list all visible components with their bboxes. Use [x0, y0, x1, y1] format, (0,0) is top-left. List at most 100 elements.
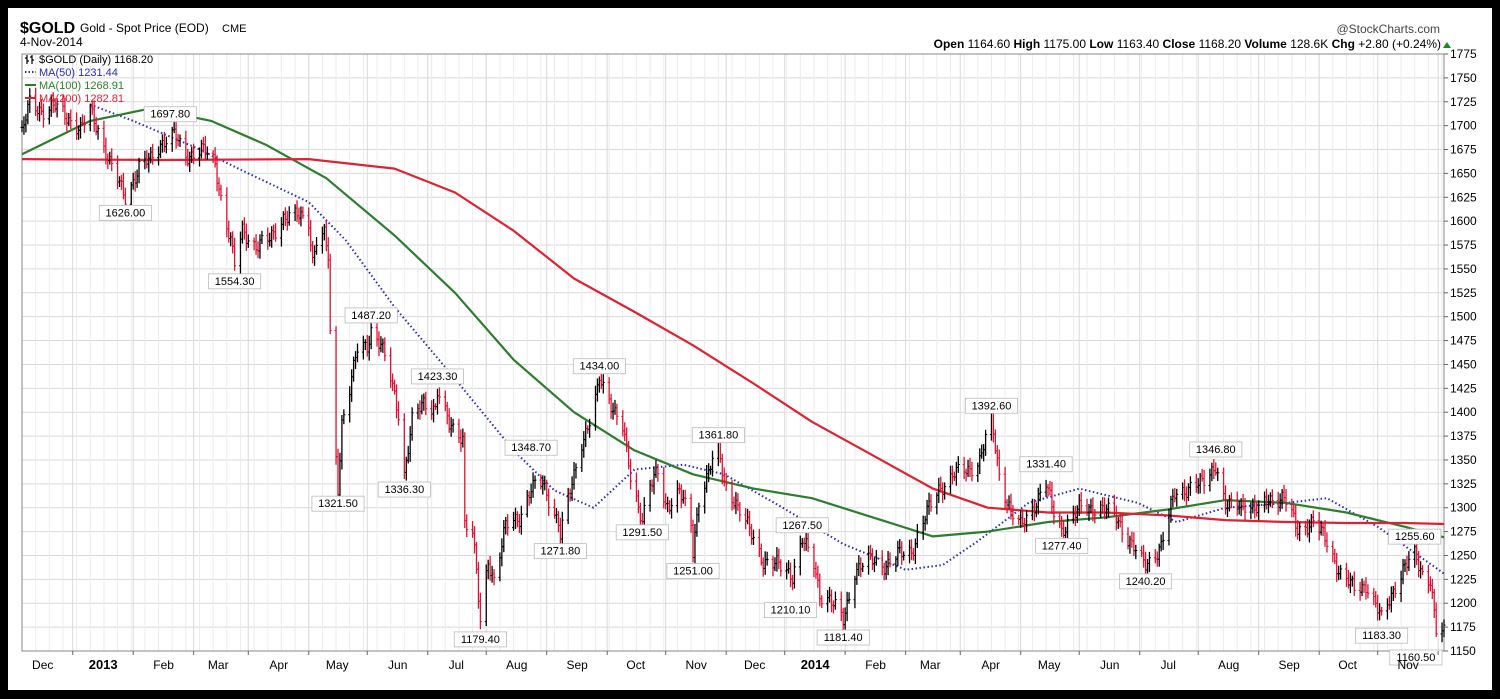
- high-value: 1175.00: [1044, 37, 1087, 51]
- x-tick-label: 2014: [801, 657, 831, 672]
- annotation-box: [453, 631, 507, 648]
- x-tick-label: May: [1038, 658, 1061, 672]
- annotation-box: [98, 204, 152, 221]
- x-tick-label: Jun: [388, 658, 407, 672]
- y-tick-label: 1575: [1450, 238, 1477, 252]
- y-tick-label: 1775: [1450, 47, 1477, 61]
- annotation-label: 1331.40: [1026, 459, 1066, 471]
- y-tick-label: 1600: [1450, 214, 1477, 228]
- annotation-label: 1267.50: [782, 520, 822, 532]
- annotation-box: [816, 629, 870, 646]
- annotation-label: 1240.20: [1126, 576, 1166, 588]
- annotation-box: [764, 602, 818, 618]
- annotation-box: [1388, 528, 1442, 545]
- annotations: 1697.80 1626.00 1554.30 1487.20 1321.50 1423.…: [98, 106, 1443, 666]
- annotation-label: 1271.80: [540, 546, 580, 558]
- x-tick-label: Feb: [865, 658, 886, 672]
- y-tick-label: 1450: [1450, 357, 1477, 371]
- exchange-label: CME: [222, 23, 246, 35]
- annotation-box: [775, 517, 829, 534]
- x-tick-label: 2013: [89, 657, 118, 672]
- ma-line-ma100: [21, 107, 1445, 539]
- annotation-box: [1389, 649, 1443, 666]
- annotation-box: [1355, 627, 1409, 644]
- annotation-box: [533, 543, 587, 560]
- x-tick-label: Nov: [1397, 658, 1418, 672]
- x-tick-label: Jul: [449, 658, 464, 672]
- annotation-label: 1210.10: [771, 605, 811, 617]
- annotation-label: 1255.60: [1395, 531, 1435, 543]
- date-label: 4-Nov-2014: [20, 35, 83, 49]
- x-tick-label: Sep: [1278, 658, 1300, 672]
- annotation-box: [1189, 441, 1243, 458]
- y-tick-label: 1175: [1450, 620, 1476, 634]
- annotation-box: [1035, 537, 1089, 554]
- annotation-box: [410, 368, 464, 385]
- annotation-label: 1321.50: [318, 498, 358, 510]
- y-tick-label: 1250: [1450, 548, 1477, 562]
- chg-value: +2.80 (+0.24%): [1358, 37, 1441, 51]
- annotation-label: 1291.50: [622, 527, 662, 539]
- description-label: Gold - Spot Price (EOD): [80, 21, 209, 35]
- annotation-label: 1554.30: [215, 276, 255, 288]
- close-label: Close: [1163, 37, 1196, 51]
- annotation-box: [615, 524, 669, 541]
- y-tick-label: 1350: [1450, 453, 1477, 467]
- y-tick-label: 1200: [1450, 596, 1477, 610]
- y-tick-label: 1300: [1450, 501, 1477, 515]
- annotation-label: 1277.40: [1042, 540, 1082, 552]
- x-tick-label: Jul: [1161, 658, 1176, 672]
- y-tick-label: 1500: [1450, 310, 1477, 324]
- annotation-box: [344, 307, 398, 324]
- annotation-label: 1361.80: [698, 430, 738, 442]
- y-tick-label: 1400: [1450, 405, 1477, 419]
- annotation-box: [964, 397, 1018, 414]
- y-tick-label: 1150: [1450, 644, 1476, 658]
- copyright-label: @StockCharts.com: [1336, 22, 1440, 36]
- y-tick-label: 1550: [1450, 262, 1477, 276]
- plot-area: [21, 53, 1445, 652]
- ma-line-ma200: [21, 158, 1445, 526]
- annotation-box: [504, 439, 558, 456]
- legend-entry: $GOLD (Daily) 1168.20: [39, 54, 153, 66]
- annotation-box: [572, 358, 626, 375]
- y-tick-label: 1750: [1450, 71, 1477, 85]
- annotation-label: 1487.20: [351, 310, 391, 322]
- legend-entry: MA(200) 1282.81: [39, 93, 124, 105]
- annotation-box: [377, 481, 431, 498]
- high-label: High: [1013, 37, 1040, 51]
- moving-averages: [21, 103, 1445, 575]
- low-label: Low: [1089, 37, 1114, 51]
- annotation-box: [691, 427, 745, 444]
- x-tick-label: Sep: [567, 658, 589, 672]
- close-value: 1168.20: [1199, 37, 1242, 51]
- chart-frame: $GOLD Gold - Spot Price (EOD) CME 4-Nov-…: [8, 8, 1492, 690]
- x-tick-label: Apr: [981, 658, 1000, 672]
- y-tick-label: 1700: [1450, 119, 1477, 133]
- x-tick-label: Aug: [1218, 658, 1239, 672]
- annotation-label: 1181.40: [824, 632, 863, 644]
- annotation-label: 1346.80: [1196, 444, 1236, 456]
- x-tick-label: Dec: [744, 658, 765, 672]
- annotation-box: [143, 106, 197, 123]
- y-tick-label: 1375: [1450, 429, 1477, 443]
- x-tick-label: Dec: [32, 658, 53, 672]
- chg-up-arrow-icon: [1443, 42, 1451, 48]
- y-tick-label: 1475: [1450, 334, 1477, 348]
- annotation-label: 1183.30: [1362, 630, 1401, 642]
- x-tick-label: Aug: [506, 658, 527, 672]
- annotation-box: [311, 495, 365, 512]
- low-value: 1163.40: [1117, 37, 1160, 51]
- axes: 1150 1175 1200 1225 1250 1275 1300 1325 1350 1375…: [32, 47, 1477, 672]
- legend-entry: MA(50) 1231.44: [39, 67, 118, 79]
- y-tick-label: 1625: [1450, 190, 1477, 204]
- x-tick-label: Mar: [920, 658, 941, 672]
- annotation-box: [208, 273, 262, 290]
- annotation-label: 1626.00: [105, 207, 145, 219]
- y-tick-label: 1675: [1450, 143, 1477, 157]
- y-tick-label: 1275: [1450, 525, 1477, 539]
- legend-entry: MA(100) 1268.91: [39, 80, 124, 92]
- annotation-label: 1434.00: [579, 361, 619, 373]
- annotation-box: [666, 563, 720, 579]
